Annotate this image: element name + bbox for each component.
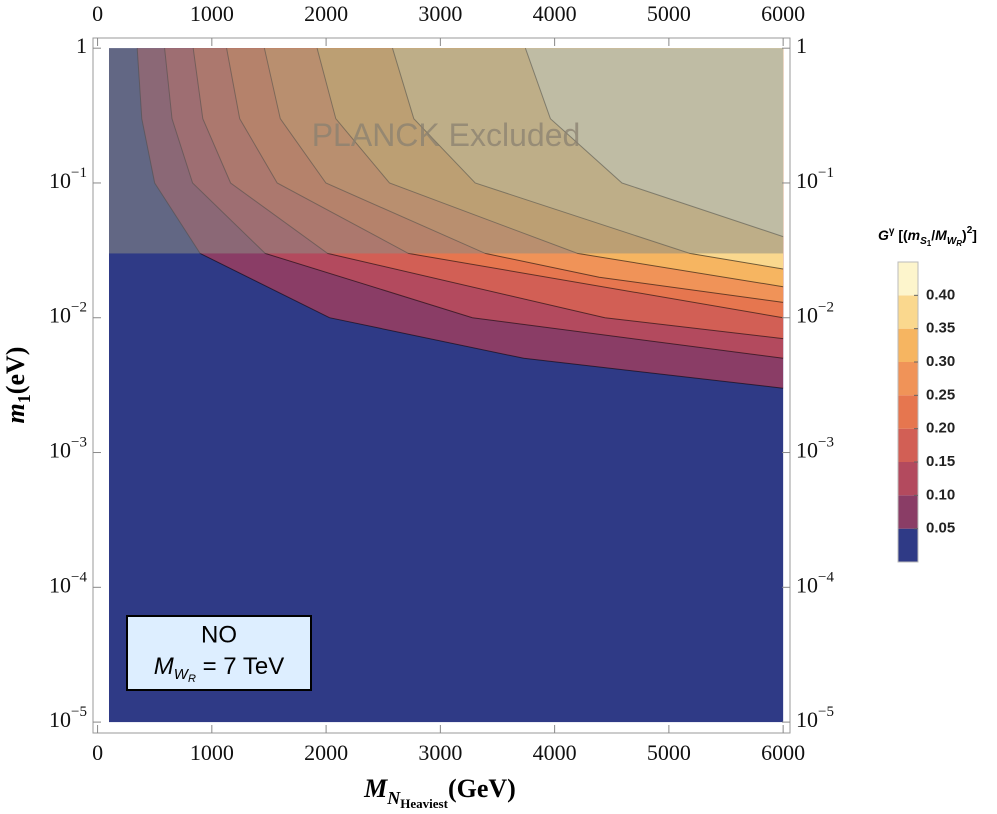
planck-excluded [108,48,784,254]
y-tick-label: 10−3 [49,435,87,463]
y-tick-label: 1 [76,33,87,58]
box-line-2: MWR = 7 TeV [154,653,284,685]
y-tick-base: 10 [49,168,71,193]
y-tick-base: 10 [796,303,818,328]
colorbar-band [898,295,918,329]
colorbar-title: Gγ [(mS1/MWR)2] [878,225,977,248]
cb-title-part: W [947,236,958,247]
cb-title-part: / [931,227,935,243]
plot-area [92,37,791,734]
colorbar-tick-label: 0.05 [926,520,955,537]
colorbar-band [898,528,918,562]
colorbar-tick-label: 0.15 [926,453,955,470]
y-tick-exponent: −4 [818,570,834,586]
cb-title-part: S [920,236,927,247]
y-tick-base: 10 [49,707,71,732]
y-label-part: 1 [14,394,34,403]
colorbar-band [898,428,918,462]
y-tick-base: 10 [796,707,818,732]
y-tick-label: 10−3 [796,435,834,463]
x-label-part: N [386,788,401,808]
x-tick-label: 1000 [190,740,234,765]
colorbar-tick-label: 0.30 [926,353,955,370]
y-tick-base: 10 [49,303,71,328]
x-axis-label: MNHeaviest(GeV) [363,774,516,811]
x-tick-label: 0 [92,740,103,765]
x-tick-label: 4000 [533,740,577,765]
y-tick-label: 10−5 [796,705,834,733]
y-tick-base: 10 [49,438,71,463]
y-tick-base: 10 [796,572,818,597]
x-tick-label: 2000 [304,740,348,765]
x-tick-label: 1000 [190,1,234,26]
box-text: R [188,673,196,685]
cb-title-part: ) [962,227,967,243]
y-tick-base: 10 [49,572,71,597]
y-tick-label: 10−2 [796,300,834,328]
x-tick-label: 6000 [761,740,805,765]
x-tick-label: 4000 [533,1,577,26]
colorbar-band [898,328,918,362]
cb-title-part: 2 [967,225,973,236]
cb-title-part: γ [889,226,895,237]
y-tick-exponent: −2 [818,300,834,316]
y-tick-exponent: −4 [71,570,87,586]
colorbar-frame [897,261,919,563]
cb-title-part: M [935,227,947,243]
y-tick-exponent: −3 [71,435,87,451]
cb-title-part: G [878,227,889,243]
y-label-part: m [1,403,30,423]
colorbar-band [898,362,918,396]
y-tick-exponent: −5 [818,705,834,721]
x-tick-label: 3000 [418,740,462,765]
box-text: = 7 TeV [196,653,284,680]
colorbar-band [898,395,918,429]
info-box [126,615,312,691]
colorbar-tick-label: 0.20 [926,420,955,437]
y-tick-base: 10 [796,438,818,463]
y-label-part: (eV) [1,347,30,395]
colorbar-tick-label: 0.35 [926,320,955,337]
colorbar-tick-label: 0.10 [926,486,955,503]
y-tick-exponent: −1 [71,165,87,181]
planck-label: PLANCK Excluded [312,117,581,153]
y-tick-label: 10−5 [49,705,87,733]
y-tick-label: 1 [796,33,807,58]
y-tick-exponent: −1 [818,165,834,181]
box-text: M [154,653,174,680]
x-tick-label: 5000 [647,1,691,26]
y-tick-exponent: −3 [818,435,834,451]
x-tick-label: 3000 [418,1,462,26]
y-tick-label: 10−4 [49,570,87,598]
x-tick-label: 0 [92,1,103,26]
y-tick-label: 10−2 [49,300,87,328]
box-text: W [174,666,190,683]
colorbar-tick-label: 0.40 [926,286,955,303]
colorbar-tick-label: 0.25 [926,386,955,403]
cb-title-part: ] [972,227,977,243]
colorbar-band [898,262,918,296]
x-label-part: M [363,774,388,803]
y-tick-exponent: −5 [71,705,87,721]
x-label-part: Heaviest [400,796,448,811]
frame [92,37,791,734]
y-tick-label: 10−1 [796,165,834,193]
colorbar-band [898,462,918,496]
box-line-1: NO [201,621,237,648]
x-tick-label: 6000 [761,1,805,26]
cb-title-part: 1 [927,239,932,248]
x-tick-label: 2000 [304,1,348,26]
cb-title-part: m [908,227,920,243]
y-tick-label: 10−4 [796,570,834,598]
x-tick-label: 5000 [647,740,691,765]
colorbar-band [898,495,918,529]
cb-title-part: R [956,239,962,248]
y-axis-label: m1(eV) [1,347,34,424]
y-tick-base: 10 [796,168,818,193]
cb-title-part: [( [894,227,908,243]
x-label-part: (GeV) [448,774,516,803]
y-tick-exponent: −2 [71,300,87,316]
y-tick-label: 10−1 [49,165,87,193]
